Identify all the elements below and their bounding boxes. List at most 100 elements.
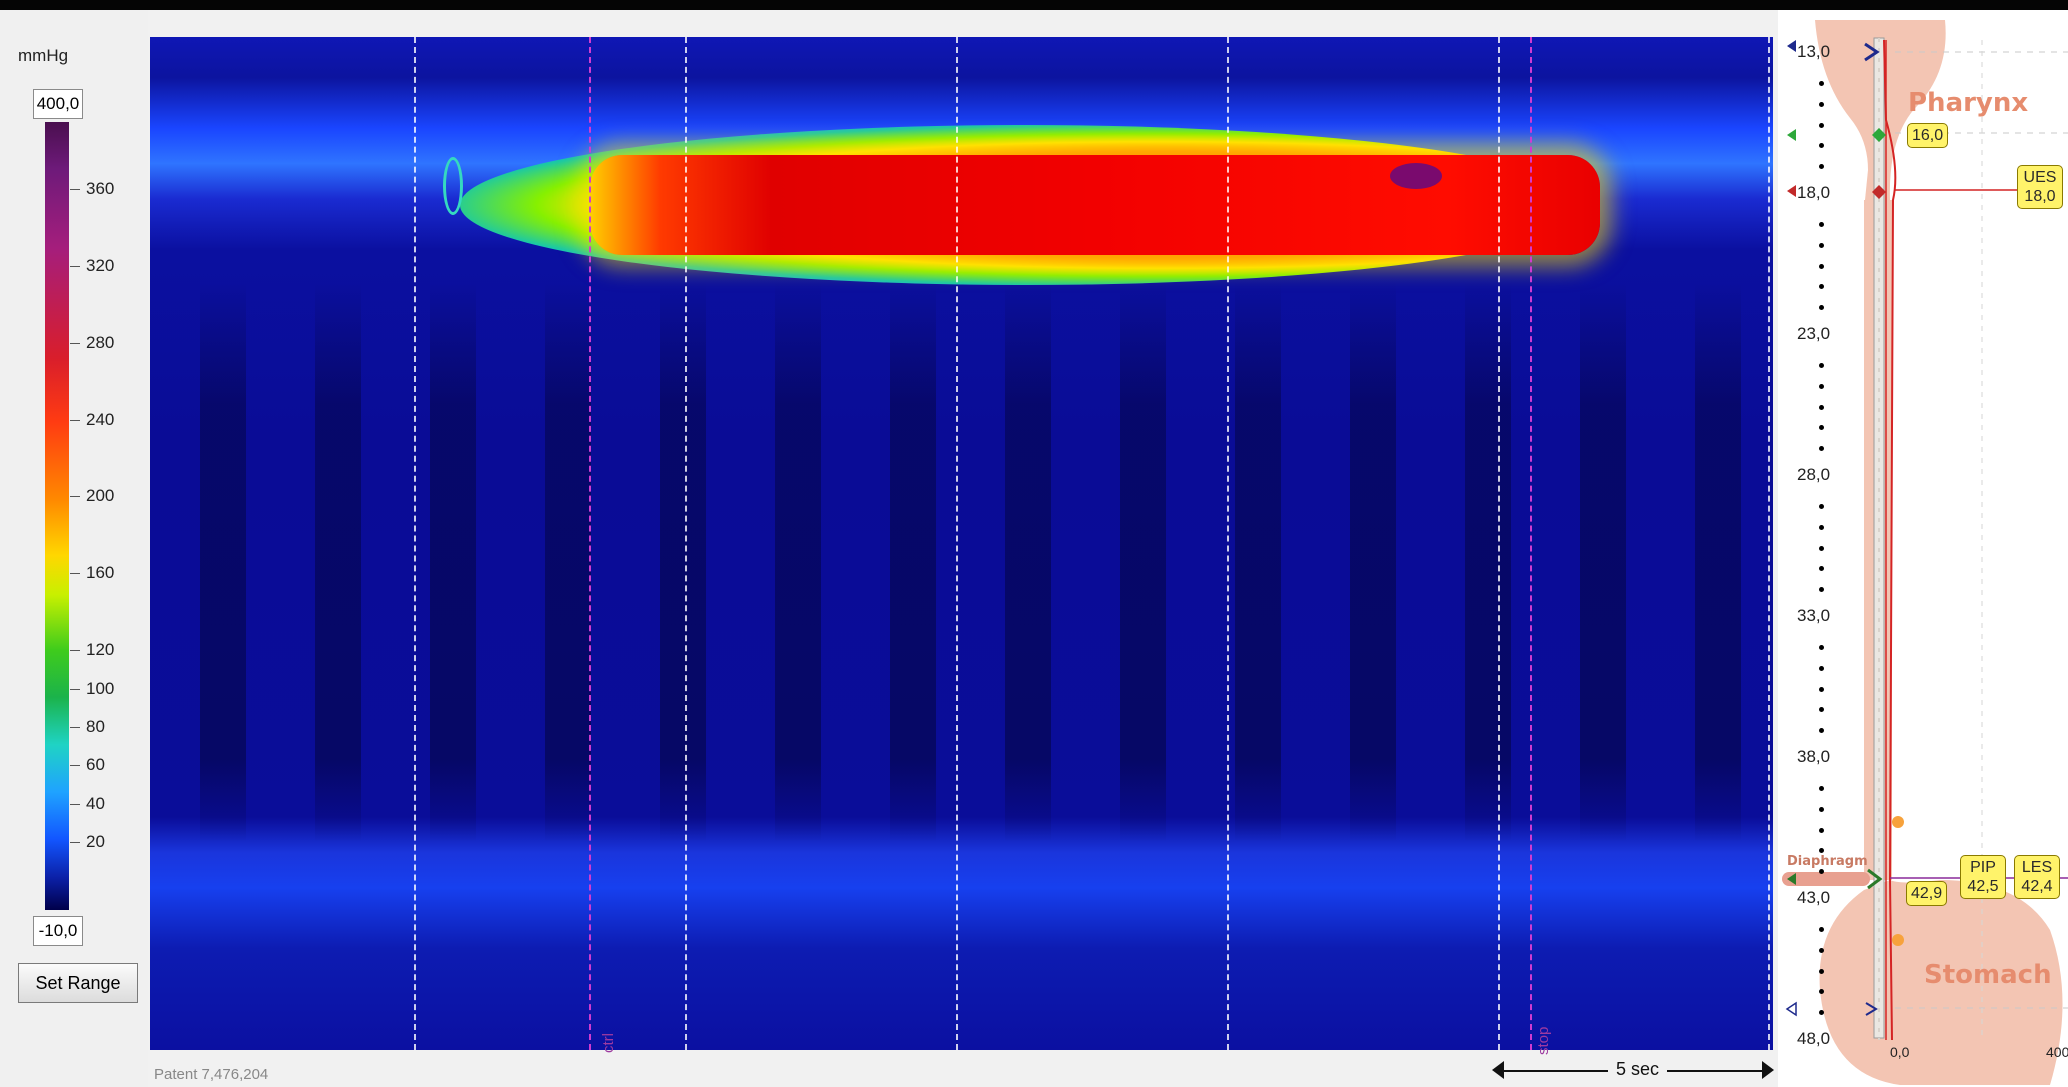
time-gridline bbox=[1498, 37, 1500, 1050]
marker-tag-42-9[interactable]: 42,9 bbox=[1906, 881, 1948, 906]
esophagus-anatomy-diagram bbox=[1782, 20, 2068, 1085]
depth-label: 23,0 bbox=[1797, 324, 1831, 343]
depth-sensor-dot bbox=[1819, 926, 1824, 932]
depth-sensor-dot bbox=[1819, 80, 1824, 86]
range-min-input[interactable]: -10,0 bbox=[33, 916, 83, 946]
depth-sensor-dot bbox=[1819, 728, 1824, 734]
pressure-profile-line bbox=[1883, 39, 1897, 1041]
depth-sensor-dot bbox=[1819, 686, 1824, 692]
green-marker-icon[interactable] bbox=[1787, 129, 1796, 141]
depth-sensor-dot bbox=[1819, 524, 1824, 530]
depth-sensor-dot bbox=[1819, 545, 1824, 551]
plot-stripe bbox=[1350, 282, 1396, 842]
depth-sensor-dot bbox=[1819, 989, 1824, 995]
color-scale-tick-label: 240 bbox=[86, 409, 115, 429]
depth-sensor-dot bbox=[1819, 221, 1824, 227]
color-scale-panel: mmHg 400,0 -10,0 Set Range 360 320 280 240 2… bbox=[0, 10, 148, 1087]
depth-label: 33,0 bbox=[1797, 606, 1831, 625]
pip-tag-value: 42,5 bbox=[1967, 878, 1999, 895]
ctrl-marker-line[interactable] bbox=[589, 37, 591, 1050]
depth-sensor-dot bbox=[1819, 848, 1824, 854]
x-axis-max-label: 400 bbox=[2046, 1044, 2068, 1060]
pressure-topography-plot[interactable] bbox=[150, 37, 1773, 1050]
depth-sensor-dot bbox=[1819, 644, 1824, 650]
green-diamond-icon bbox=[1872, 128, 1886, 142]
ues-tag[interactable]: UES 18,0 bbox=[2017, 165, 2063, 209]
color-scale-tick bbox=[70, 842, 80, 844]
plot-stripe bbox=[1580, 282, 1626, 842]
depth-label: 28,0 bbox=[1797, 465, 1831, 484]
depth-sensor-dot bbox=[1819, 143, 1824, 149]
color-scale-tick bbox=[70, 496, 80, 498]
depth-sensor-dot bbox=[1819, 947, 1824, 953]
color-scale-tick bbox=[70, 419, 80, 421]
stop-marker-line[interactable] bbox=[1530, 37, 1532, 1050]
orange-marker-icon bbox=[1892, 934, 1904, 946]
depth-sensor-dot bbox=[1819, 869, 1824, 875]
ctrl-marker-label: ctrl bbox=[600, 1033, 617, 1053]
chevron-right-icon[interactable] bbox=[1864, 42, 1880, 62]
time-gridline bbox=[414, 37, 416, 1050]
color-scale-tick-label: 100 bbox=[86, 678, 115, 698]
depth-sensor-dot bbox=[1819, 383, 1824, 389]
time-scale-label: 5 sec bbox=[1608, 1059, 1668, 1080]
depth-sensor-dot bbox=[1819, 806, 1824, 812]
green-chevron-icon bbox=[1867, 868, 1883, 890]
depth-sensor-dot bbox=[1819, 101, 1824, 107]
les-tag-name: LES bbox=[2021, 859, 2053, 876]
color-scale-tick-label: 360 bbox=[86, 178, 115, 198]
chevron-right-icon[interactable] bbox=[1865, 1002, 1878, 1016]
depth-label: 13,0 bbox=[1797, 42, 1831, 61]
color-scale-bar bbox=[45, 122, 69, 910]
upper-marker-tag[interactable]: 16,0 bbox=[1907, 123, 1949, 148]
stomach-label: Stomach bbox=[1924, 960, 2052, 990]
peak-pressure-spot bbox=[1390, 163, 1442, 189]
ues-tag-value: 18,0 bbox=[2024, 188, 2056, 205]
depth-sensor-dot bbox=[1819, 305, 1824, 311]
les-tag[interactable]: LES 42,4 bbox=[2014, 855, 2060, 899]
lower-marker-icon[interactable] bbox=[1787, 873, 1796, 885]
stop-marker-label: stop bbox=[1535, 1026, 1552, 1055]
diaphragm-label: Diaphragm bbox=[1787, 854, 1868, 869]
plot-stripe bbox=[890, 282, 936, 842]
depth-sensor-dot bbox=[1819, 284, 1824, 290]
plot-stripe bbox=[1005, 282, 1051, 842]
bottom-marker-icon[interactable] bbox=[1785, 1001, 1797, 1017]
red-diamond-icon bbox=[1872, 185, 1886, 199]
plot-stripe bbox=[660, 282, 706, 842]
depth-sensor-dot bbox=[1819, 785, 1824, 791]
range-max-input[interactable]: 400,0 bbox=[33, 89, 83, 119]
red-marker-icon[interactable] bbox=[1787, 185, 1796, 197]
patent-text: Patent 7,476,204 bbox=[154, 1066, 269, 1083]
color-scale-tick-label: 60 bbox=[86, 755, 105, 775]
depth-sensor-dot bbox=[1819, 968, 1824, 974]
color-scale-tick-label: 20 bbox=[86, 832, 105, 852]
color-scale-tick-label: 160 bbox=[86, 563, 115, 583]
depth-sensor-dot bbox=[1819, 665, 1824, 671]
depth-sensor-dot bbox=[1819, 827, 1824, 833]
plot-stripe bbox=[1235, 282, 1281, 842]
top-marker-icon[interactable] bbox=[1787, 40, 1796, 52]
color-scale-tick-label: 120 bbox=[86, 640, 115, 660]
time-gridline bbox=[1768, 37, 1770, 1050]
depth-sensor-dot bbox=[1819, 587, 1824, 593]
depth-sensor-dot bbox=[1819, 164, 1824, 170]
plot-stripe bbox=[315, 282, 361, 842]
depth-sensor-dot bbox=[1819, 362, 1824, 368]
color-scale-tick bbox=[70, 803, 80, 805]
depth-sensor-dot bbox=[1819, 707, 1824, 713]
color-scale-tick bbox=[70, 727, 80, 729]
depth-label: 18,0 bbox=[1797, 183, 1831, 202]
top-band bbox=[0, 0, 2068, 10]
set-range-button[interactable]: Set Range bbox=[18, 963, 138, 1003]
plot-stripe bbox=[1120, 282, 1166, 842]
plot-stripe bbox=[545, 282, 591, 842]
pip-tag-name: PIP bbox=[1970, 859, 1996, 876]
time-gridline bbox=[956, 37, 958, 1050]
x-axis-min-label: 0,0 bbox=[1890, 1044, 1910, 1060]
pip-tag[interactable]: PIP 42,5 bbox=[1960, 855, 2006, 899]
color-scale-tick bbox=[70, 188, 80, 190]
depth-sensor-dot bbox=[1819, 566, 1824, 572]
color-scale-tick bbox=[70, 342, 80, 344]
plot-stripe bbox=[1465, 282, 1511, 842]
